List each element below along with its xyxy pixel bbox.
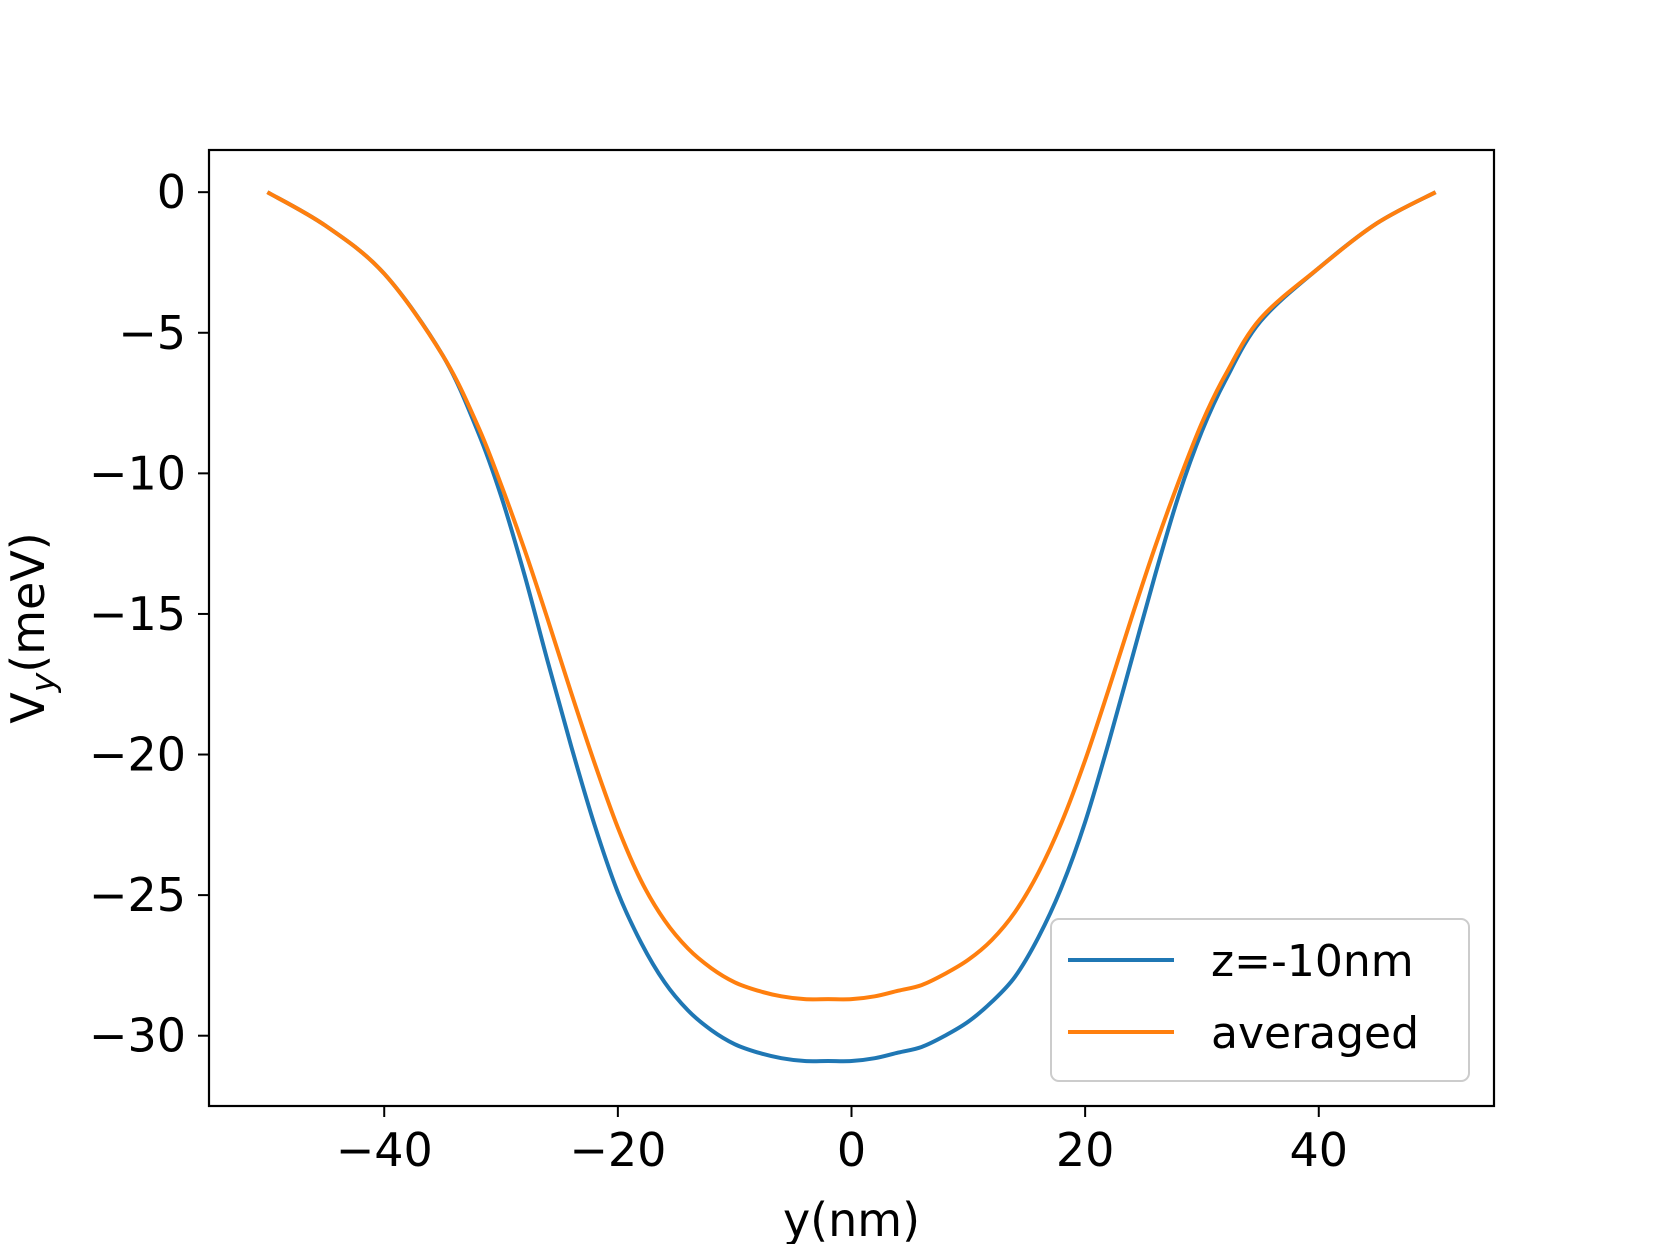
series-line-0 (266, 190, 1437, 1064)
x-tick-label: −40 (336, 1123, 433, 1177)
x-axis-label: y(nm) (783, 1193, 920, 1244)
y-axis-label-main: V (1, 692, 55, 724)
y-tick-label: −5 (118, 306, 186, 360)
y-axis-label: Vy(meV) (1, 532, 62, 723)
y-tick-label: −30 (89, 1009, 186, 1063)
y-axis-ticks: 0 −5 −10 −15 −20 −25 −30 (89, 165, 209, 1063)
x-axis-ticks: −40 −20 0 20 40 (336, 1106, 1348, 1177)
legend-label-series-1: averaged (1211, 1008, 1419, 1059)
y-tick-label: −25 (89, 868, 186, 922)
y-tick-label: 0 (157, 165, 186, 219)
y-tick-label: −10 (89, 446, 186, 500)
y-axis-label-subscript: y (23, 672, 62, 693)
x-tick-label: 0 (837, 1123, 866, 1177)
legend-label-series-0: z=-10nm (1211, 936, 1414, 987)
y-axis-label-unit: (meV) (1, 532, 55, 672)
x-tick-label: 40 (1289, 1123, 1348, 1177)
y-tick-label: −15 (89, 587, 186, 641)
x-tick-label: −20 (569, 1123, 666, 1177)
series-line-1 (266, 190, 1437, 1002)
plot-lines (266, 190, 1437, 1064)
y-tick-label: −20 (89, 728, 186, 782)
x-tick-label: 20 (1056, 1123, 1115, 1177)
legend: z=-10nm averaged (1050, 918, 1470, 1082)
